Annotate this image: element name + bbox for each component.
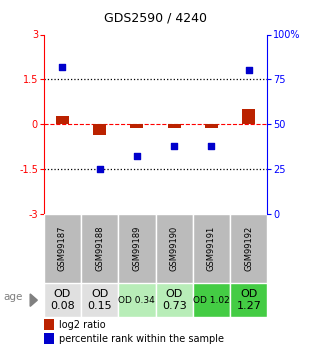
Bar: [168, 124, 181, 128]
Bar: [44, 283, 81, 317]
Text: percentile rank within the sample: percentile rank within the sample: [59, 334, 224, 344]
Text: age: age: [3, 292, 22, 302]
Bar: [193, 214, 230, 283]
Point: [172, 143, 177, 148]
Bar: [242, 109, 255, 124]
Text: OD
0.15: OD 0.15: [87, 289, 112, 311]
Text: OD 0.34: OD 0.34: [118, 296, 155, 305]
Point: [97, 166, 102, 172]
Text: GDS2590 / 4240: GDS2590 / 4240: [104, 11, 207, 24]
Text: OD 1.02: OD 1.02: [193, 296, 230, 305]
Point: [134, 154, 139, 159]
Bar: [44, 333, 53, 344]
Text: GSM99188: GSM99188: [95, 226, 104, 271]
Bar: [156, 214, 193, 283]
Bar: [118, 214, 156, 283]
Text: OD
1.27: OD 1.27: [236, 289, 261, 311]
Bar: [156, 283, 193, 317]
Text: GSM99192: GSM99192: [244, 226, 253, 271]
Bar: [130, 124, 143, 128]
Text: GSM99191: GSM99191: [207, 226, 216, 271]
Bar: [93, 124, 106, 135]
Text: OD
0.73: OD 0.73: [162, 289, 187, 311]
Text: GSM99189: GSM99189: [132, 226, 141, 271]
Text: log2 ratio: log2 ratio: [59, 320, 106, 330]
Point: [246, 68, 251, 73]
Text: GSM99190: GSM99190: [170, 226, 179, 271]
Point: [209, 143, 214, 148]
Bar: [81, 214, 118, 283]
Bar: [205, 124, 218, 128]
Point: [60, 64, 65, 70]
Bar: [44, 214, 81, 283]
Bar: [230, 214, 267, 283]
Polygon shape: [30, 294, 37, 306]
Text: OD
0.08: OD 0.08: [50, 289, 75, 311]
Bar: [230, 283, 267, 317]
Bar: [56, 116, 69, 124]
Text: GSM99187: GSM99187: [58, 226, 67, 271]
Bar: [193, 283, 230, 317]
Bar: [118, 283, 156, 317]
Bar: [81, 283, 118, 317]
Bar: [44, 319, 53, 330]
